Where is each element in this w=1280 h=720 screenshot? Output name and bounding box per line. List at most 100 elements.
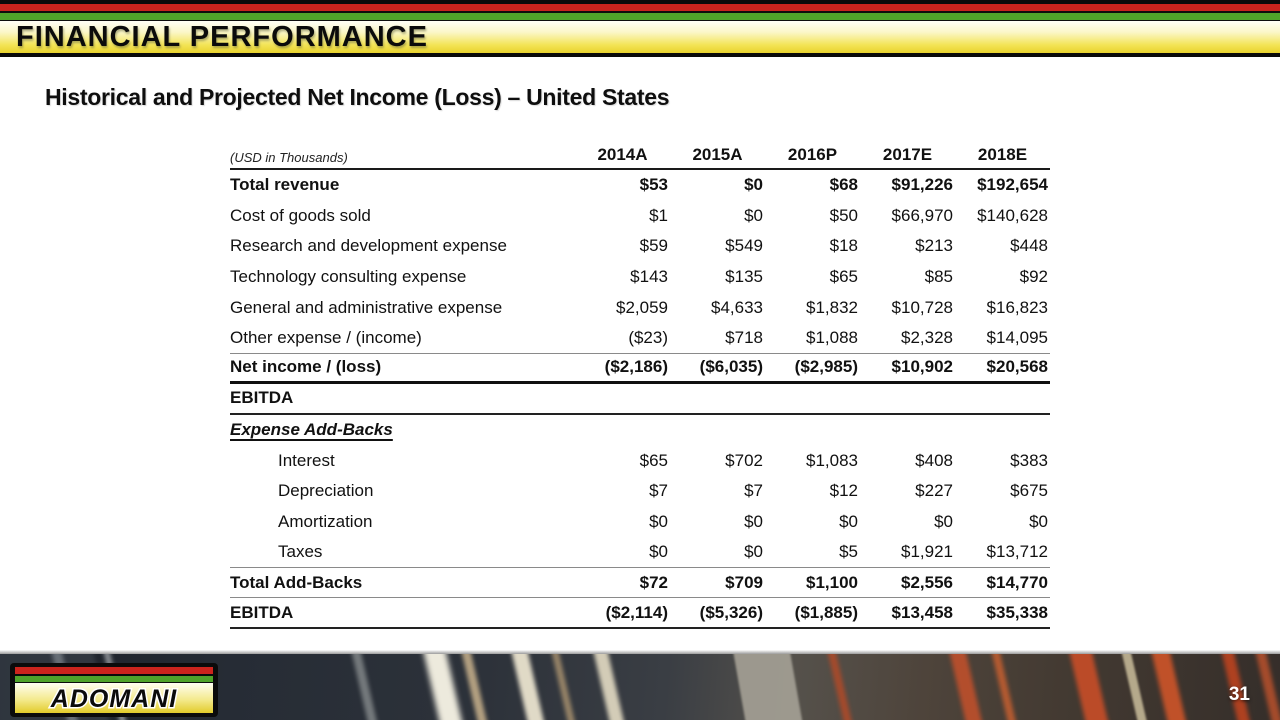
row-value: $1,100 (806, 572, 858, 592)
row-value: $0 (649, 511, 668, 531)
logo-green-stripe (15, 675, 213, 683)
row-value: $18 (829, 236, 858, 256)
table-row: Total Add-Backs $72 $709 $1,100 $2,556 $… (230, 568, 1050, 599)
table-unit-label: (USD in Thousands) (230, 150, 348, 165)
table-row: General and administrative expense $2,05… (230, 292, 1050, 323)
tail-light-trail (1249, 654, 1280, 720)
row-value: $5 (839, 541, 858, 561)
row-value: $7 (649, 481, 668, 501)
tail-light-trail (943, 654, 989, 720)
row-value: $1 (649, 205, 668, 225)
brand-green-stripe (0, 13, 1280, 20)
row-value: $448 (1010, 236, 1048, 256)
row-value: $13,712 (986, 541, 1048, 561)
tail-light-trail (1145, 654, 1193, 720)
column-header: 2015A (692, 145, 743, 164)
row-value: $1,832 (806, 297, 858, 317)
top-black-stripe (0, 0, 1280, 4)
row-label: Interest (278, 450, 335, 470)
row-value: $20,568 (986, 357, 1048, 377)
row-label: Taxes (278, 541, 323, 561)
row-label: Total Add-Backs (230, 572, 363, 592)
row-value: $13,458 (891, 602, 953, 622)
row-value: $0 (1029, 511, 1048, 531)
table-row: Technology consulting expense $143 $135 … (230, 262, 1050, 293)
row-value: ($6,035) (699, 357, 763, 377)
row-value: $1,083 (806, 450, 858, 470)
row-value: $10,728 (891, 297, 953, 317)
row-value: ($2,114) (605, 602, 668, 622)
row-value: $65 (639, 450, 668, 470)
table-row: Cost of goods sold $1 $0 $50 $66,970 $14… (230, 201, 1050, 232)
svg-text:ADOMANI: ADOMANI (50, 685, 177, 713)
table-row: Other expense / (income) ($23) $718 $1,0… (230, 323, 1050, 354)
row-value: $0 (839, 511, 858, 531)
tail-light-trail (985, 654, 1023, 720)
column-header: 2014A (597, 145, 648, 164)
table-row: Taxes $0 $0 $5 $1,921 $13,712 (230, 537, 1050, 568)
row-label: Expense Add-Backs (230, 420, 393, 440)
row-value: $85 (924, 267, 953, 287)
row-value: $2,328 (901, 327, 953, 347)
banner-yellow-band: FINANCIAL PERFORMANCE (0, 21, 1280, 57)
row-value: $35,338 (986, 602, 1048, 622)
row-value: $68 (829, 175, 858, 195)
logo-yellow-band: ADOMANI (15, 683, 213, 713)
row-label: Depreciation (278, 481, 374, 501)
table-row: Total revenue $53 $0 $68 $91,226 $192,65… (230, 170, 1050, 201)
row-value: $0 (934, 511, 953, 531)
row-value: $143 (630, 267, 668, 287)
row-label: General and administrative expense (230, 297, 503, 317)
row-value: $2,556 (901, 572, 953, 592)
table-row: Amortization $0 $0 $0 $0 $0 (230, 507, 1050, 538)
light-trail (455, 654, 494, 720)
logo-red-stripe (15, 667, 213, 676)
stripe-divider (0, 11, 1280, 13)
row-value: $65 (829, 267, 858, 287)
row-value: $10,902 (891, 357, 953, 377)
row-value: ($23) (628, 327, 668, 347)
row-value: $92 (1019, 267, 1048, 287)
column-header: 2018E (977, 145, 1028, 164)
stripe-divider (0, 20, 1280, 21)
row-value: $2,059 (616, 297, 668, 317)
row-value: $192,654 (977, 175, 1048, 195)
tail-light-trail (821, 654, 859, 720)
row-value: $140,628 (977, 205, 1048, 225)
table-row: EBITDA (230, 384, 1050, 415)
row-label: Technology consulting expense (230, 267, 467, 287)
row-value: $0 (649, 541, 668, 561)
light-trail (505, 654, 551, 720)
table-row: Research and development expense $59 $54… (230, 231, 1050, 262)
row-value: $4,633 (711, 297, 763, 317)
row-value: $383 (1010, 450, 1048, 470)
row-value: ($2,985) (794, 357, 858, 377)
concrete-barrier (728, 654, 808, 720)
table-row: Expense Add-Backs (230, 415, 1050, 446)
table-header-row: (USD in Thousands) 2014A 2015A 2016P 201… (230, 142, 1050, 170)
row-value: $718 (725, 327, 763, 347)
row-value: $1,921 (901, 541, 953, 561)
row-value: $16,823 (986, 297, 1048, 317)
brand-red-stripe (0, 4, 1280, 11)
row-value: $227 (915, 481, 953, 501)
slide-title: Historical and Projected Net Income (Los… (45, 84, 670, 110)
row-label: Other expense / (income) (230, 327, 422, 347)
row-value: $702 (725, 450, 763, 470)
table-row: Net income / (loss) ($2,186) ($6,035) ($… (230, 354, 1050, 385)
row-value: $709 (725, 572, 763, 592)
row-value: $59 (639, 236, 668, 256)
row-value: $91,226 (891, 175, 953, 195)
row-label: Net income / (loss) (230, 357, 382, 377)
adomani-logo: ADOMANI (10, 663, 218, 717)
row-value: $0 (744, 175, 763, 195)
row-value: ($1,885) (794, 602, 858, 622)
table-row: Interest $65 $702 $1,083 $408 $383 (230, 445, 1050, 476)
row-value: $12 (829, 481, 858, 501)
banner-title: FINANCIAL PERFORMANCE (16, 20, 428, 53)
table-body: Total revenue $53 $0 $68 $91,226 $192,65… (230, 170, 1050, 629)
row-label: EBITDA (230, 388, 294, 408)
row-label: Total revenue (230, 175, 340, 195)
financial-table: (USD in Thousands) 2014A 2015A 2016P 201… (230, 142, 1050, 629)
